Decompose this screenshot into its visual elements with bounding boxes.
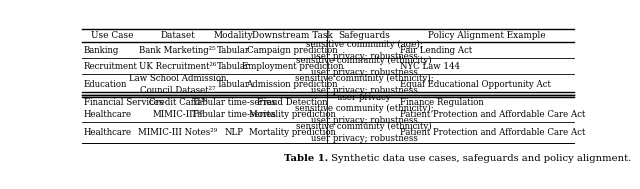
Text: Education: Education [84,80,127,89]
Text: Table 1.: Table 1. [284,153,328,163]
Text: Healthcare: Healthcare [84,128,132,137]
Text: Employment prediction: Employment prediction [241,62,343,71]
Text: UK Recruitment²⁶: UK Recruitment²⁶ [139,62,216,71]
Text: sensitive community (age);
user privacy; robustness: sensitive community (age); user privacy;… [306,40,422,61]
Text: Synthetic data use cases, safeguards and policy alignment.: Synthetic data use cases, safeguards and… [328,153,631,163]
Text: Finance Regulation
Patient Protection and Affordable Care Act: Finance Regulation Patient Protection an… [400,98,586,119]
Text: sensitive community (ethnicity)
user privacy; robustness: sensitive community (ethnicity) user pri… [296,122,432,143]
Text: Policy Alignment Example: Policy Alignment Example [428,31,545,40]
Text: sensitive community (ethnicity)
user privacy; robustness: sensitive community (ethnicity) user pri… [296,56,432,77]
Text: Fair Lending Act: Fair Lending Act [400,46,472,55]
Text: Modality: Modality [214,31,253,40]
Text: NYC Law 144: NYC Law 144 [400,62,460,71]
Text: Bank Marketing²⁵: Bank Marketing²⁵ [140,46,216,55]
Text: Admission prediction: Admission prediction [246,80,338,89]
Text: Recruitment: Recruitment [84,62,138,71]
Text: Credit Card¹⁹
MIMIC-III²⁸: Credit Card¹⁹ MIMIC-III²⁸ [148,98,207,119]
Text: Tabular: Tabular [217,80,250,89]
Text: Patient Protection and Affordable Care Act: Patient Protection and Affordable Care A… [400,128,586,137]
Text: Use Case: Use Case [91,31,134,40]
Text: Campaign prediction: Campaign prediction [247,46,338,55]
Text: Law School Admission
Council Dataset²⁷: Law School Admission Council Dataset²⁷ [129,74,227,95]
Text: MIMIC-III Notes²⁹: MIMIC-III Notes²⁹ [138,128,217,137]
Text: Downstream Task: Downstream Task [252,31,333,40]
Text: user privacy
sensitive community (ethnicity);
user privacy; robustness: user privacy sensitive community (ethnic… [295,92,433,125]
Text: Safeguards: Safeguards [339,31,390,40]
Text: Equal Educational Opportunity Act: Equal Educational Opportunity Act [400,80,551,89]
Text: Dataset: Dataset [161,31,195,40]
Text: Fraud Detection
Mortality prediction: Fraud Detection Mortality prediction [249,98,336,119]
Text: Banking: Banking [84,46,119,55]
Text: Tabular time-series
Tabular time-series: Tabular time-series Tabular time-series [192,98,276,119]
Text: Tabular: Tabular [217,62,250,71]
Text: Financial Services
Healthcare: Financial Services Healthcare [84,98,163,119]
Text: NLP: NLP [224,128,243,137]
Text: Tabular: Tabular [217,46,250,55]
Text: sensitive community (ethnicity);
user privacy; robustness: sensitive community (ethnicity); user pr… [295,74,433,95]
Text: Mortality prediction: Mortality prediction [249,128,336,137]
